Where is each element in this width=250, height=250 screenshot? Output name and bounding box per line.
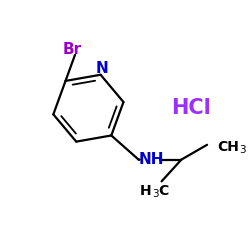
Text: NH: NH	[139, 152, 164, 167]
Text: H: H	[140, 184, 152, 198]
Text: Br: Br	[62, 42, 82, 58]
Text: 3: 3	[152, 189, 158, 199]
Text: N: N	[95, 61, 108, 76]
Text: CH: CH	[217, 140, 239, 154]
Text: HCl: HCl	[172, 98, 211, 118]
Text: 3: 3	[239, 145, 245, 155]
Text: C: C	[158, 184, 169, 198]
